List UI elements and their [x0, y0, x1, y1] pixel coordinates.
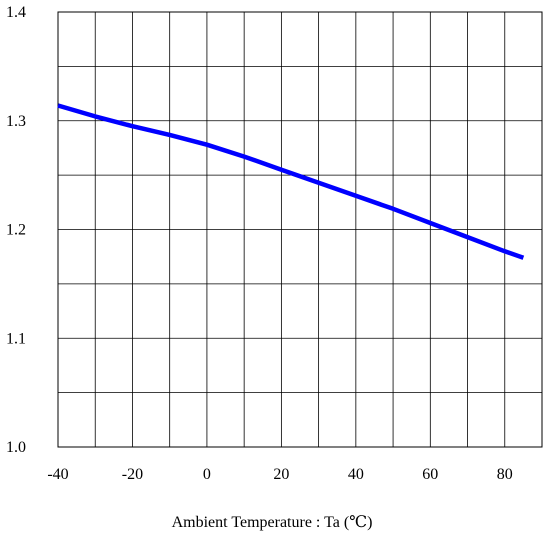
grid: [58, 12, 542, 447]
x-tick-label: 20: [273, 466, 289, 483]
y-tick-label: 1.0: [6, 439, 26, 456]
series-layer: [57, 103, 525, 260]
x-tick-label: -40: [47, 466, 68, 483]
series-line-1: [57, 103, 525, 260]
plot-frame: [57, 11, 543, 448]
y-tick-label: 1.3: [6, 113, 26, 130]
x-tick-label: 0: [203, 466, 211, 483]
x-axis-label: Ambient Temperature : Ta (℃): [172, 514, 373, 531]
x-tick-label: 40: [348, 466, 364, 483]
x-tick-labels: -40 -20 0 20 40 60 80: [47, 466, 512, 483]
y-tick-labels: 1.0 1.1 1.2 1.3 1.4: [6, 4, 26, 456]
x-tick-label: -20: [122, 466, 143, 483]
y-tick-label: 1.1: [6, 330, 26, 347]
y-tick-label: 1.4: [6, 4, 26, 21]
x-tick-label: 80: [497, 466, 513, 483]
x-tick-label: 60: [422, 466, 438, 483]
y-tick-label: 1.2: [6, 222, 26, 239]
